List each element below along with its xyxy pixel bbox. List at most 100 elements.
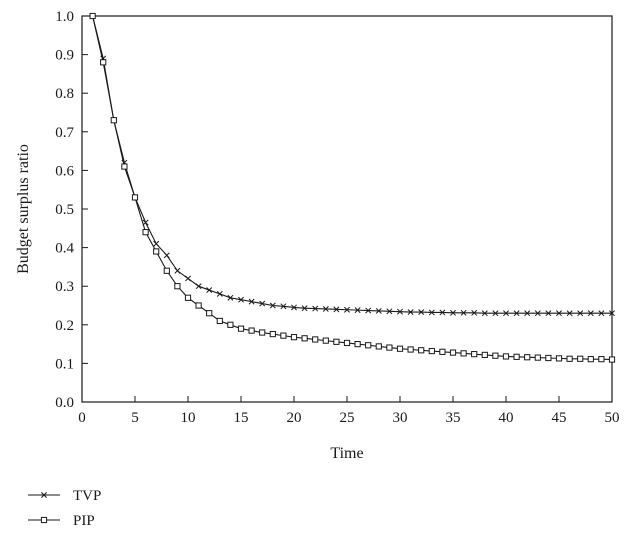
data-point-tvp (450, 309, 456, 316)
data-point-pip (566, 355, 573, 362)
data-point-tvp (312, 305, 319, 312)
data-point-pip (280, 332, 287, 339)
data-point-tvp (344, 306, 350, 313)
y-tick-label: 0.9 (55, 48, 74, 64)
data-point-tvp (513, 310, 520, 317)
x-tick-label: 35 (446, 410, 461, 426)
data-point-tvp (587, 310, 594, 317)
series-line-tvp (92, 15, 612, 314)
x-tick-label: 0 (78, 410, 86, 426)
y-tick-label: 1.0 (55, 9, 74, 25)
data-point-tvp (545, 310, 552, 317)
data-point-tvp (142, 219, 149, 226)
data-point-tvp (524, 310, 531, 317)
data-point-pip (545, 354, 552, 362)
y-tick-label: 0.0 (55, 395, 74, 411)
data-point-pip (428, 347, 435, 355)
data-point-pip (89, 12, 96, 20)
data-point-tvp (291, 304, 297, 311)
y-axis-ticks: 0.0 0.1 0.2 0.3 0.4 0.5 0.6 0.7 0.8 0.9 1.0 (55, 9, 88, 411)
data-point-pip (269, 330, 276, 338)
data-point-pip (312, 336, 319, 343)
y-tick-label: 0.4 (55, 241, 74, 257)
data-point-pip (513, 353, 520, 360)
y-tick-label: 0.7 (55, 125, 74, 141)
x-axis-title: Time (330, 445, 363, 462)
data-point-pip (555, 355, 563, 362)
data-point-pip (534, 354, 541, 361)
data-point-tvp (375, 307, 382, 314)
x-tick-label: 10 (181, 410, 196, 426)
data-point-pip (502, 353, 510, 360)
data-point-tvp (556, 310, 562, 317)
data-point-tvp (280, 303, 287, 310)
series-markers-pip (89, 12, 616, 363)
data-point-pip (386, 344, 393, 351)
data-point-tvp (238, 296, 244, 303)
legend: TVP PIP (28, 488, 101, 529)
data-point-tvp (365, 307, 372, 314)
y-tick-label: 0.2 (55, 318, 74, 334)
series-layer (89, 12, 616, 363)
data-point-tvp (269, 302, 276, 309)
data-point-tvp (301, 305, 308, 312)
data-point-tvp (534, 310, 541, 317)
data-point-tvp (206, 287, 213, 294)
data-point-tvp (195, 283, 202, 290)
data-point-pip (301, 335, 308, 342)
data-point-tvp (397, 308, 403, 315)
data-point-tvp (566, 310, 573, 317)
data-point-pip (227, 321, 234, 328)
data-point-pip (577, 355, 584, 362)
data-point-tvp (418, 309, 425, 316)
y-tick-label: 0.8 (55, 86, 74, 102)
data-point-pip (237, 325, 245, 332)
data-point-tvp (492, 310, 499, 317)
data-point-pip (524, 354, 531, 361)
data-point-pip (184, 294, 192, 301)
data-point-pip (142, 229, 149, 236)
data-point-pip (174, 283, 181, 290)
y-tick-label: 0.3 (55, 279, 74, 295)
data-point-pip (333, 338, 340, 345)
data-point-tvp (460, 309, 467, 316)
data-point-pip (407, 346, 414, 353)
data-point-tvp (481, 310, 488, 317)
data-point-pip (598, 356, 605, 363)
data-point-tvp (248, 298, 255, 305)
legend-label-pip: PIP (73, 513, 95, 529)
x-tick-label: 20 (287, 410, 302, 426)
data-point-pip (587, 356, 594, 363)
data-point-tvp (598, 310, 605, 317)
data-point-tvp (174, 267, 181, 274)
data-point-pip (163, 267, 170, 274)
data-point-pip (608, 356, 616, 363)
data-point-tvp (609, 310, 615, 317)
data-point-tvp (354, 307, 361, 314)
series-markers-tvp (89, 13, 615, 317)
data-point-pip (492, 352, 499, 359)
data-point-pip (481, 351, 488, 359)
x-tick-label: 40 (499, 410, 514, 426)
x-tick-label: 5 (131, 410, 139, 426)
data-point-tvp (503, 310, 509, 317)
data-point-pip (100, 59, 107, 66)
data-point-pip (396, 345, 404, 352)
data-point-pip (418, 347, 425, 354)
x-tick-label: 50 (605, 410, 620, 426)
y-axis-title: Budget surplus ratio (15, 144, 32, 274)
data-point-pip (206, 310, 213, 317)
data-point-pip (375, 343, 382, 350)
data-point-pip (343, 339, 351, 347)
data-point-tvp (386, 308, 393, 315)
data-point-pip (248, 327, 255, 334)
legend-label-tvp: TVP (73, 488, 101, 504)
data-point-pip (259, 329, 266, 336)
x-tick-label: 30 (393, 410, 408, 426)
data-point-tvp (227, 294, 234, 301)
data-point-pip (449, 349, 457, 356)
y-tick-label: 0.1 (55, 356, 74, 372)
data-point-tvp (259, 300, 266, 307)
data-point-pip (110, 117, 117, 124)
